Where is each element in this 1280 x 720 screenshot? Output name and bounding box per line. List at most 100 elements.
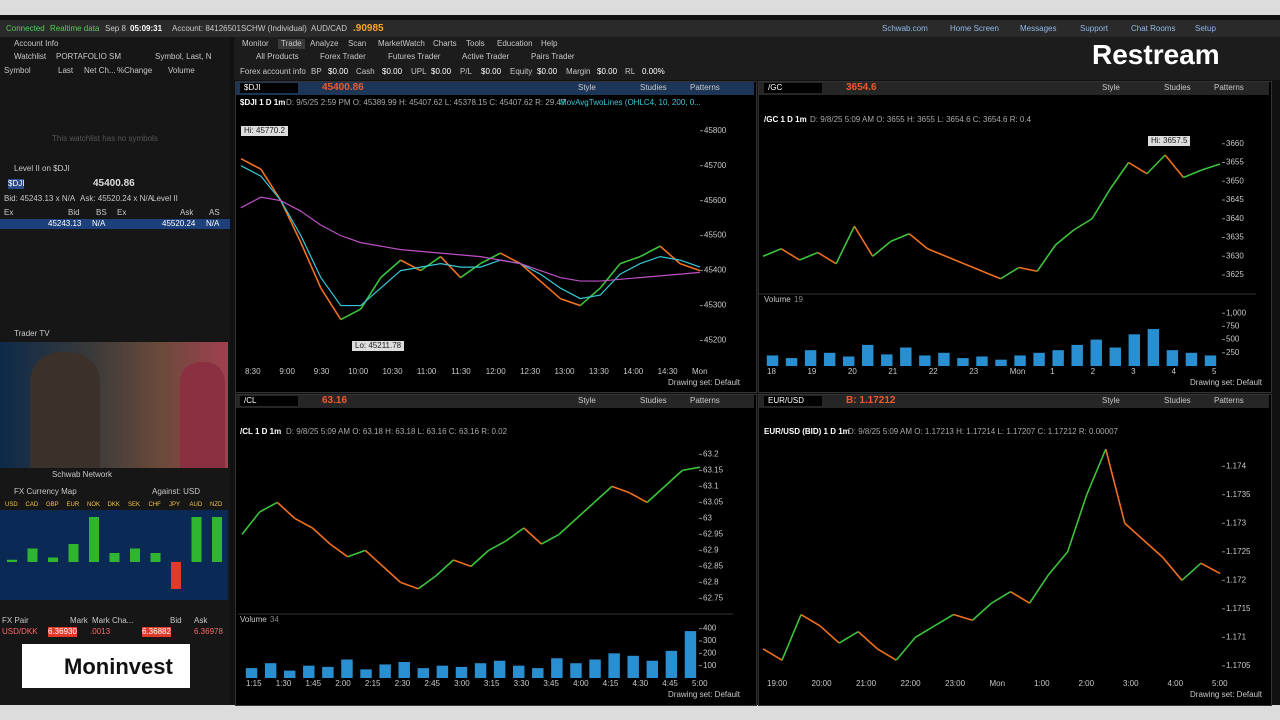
toolbar-button[interactable]: Style bbox=[578, 83, 596, 92]
price-segment bbox=[817, 251, 837, 265]
currency: DKK bbox=[107, 502, 120, 508]
x-tick-label: 3 bbox=[1131, 367, 1136, 376]
x-tick-label: 10:00 bbox=[348, 367, 369, 376]
chart-symbol[interactable]: /GC bbox=[764, 83, 822, 93]
y-tick-label: 45700 bbox=[704, 161, 727, 170]
toolbar-button[interactable]: Style bbox=[1102, 396, 1120, 405]
chart-symbol[interactable]: $DJI bbox=[240, 83, 298, 93]
price-segment bbox=[1104, 448, 1126, 524]
currency: CHF bbox=[148, 502, 161, 508]
chart-panel bbox=[235, 81, 757, 393]
top-link[interactable]: Home Screen bbox=[950, 24, 999, 33]
price-segment bbox=[762, 248, 782, 257]
price-segment bbox=[453, 559, 472, 568]
menu-tab[interactable]: Education bbox=[497, 39, 533, 48]
volume-bar bbox=[957, 358, 969, 366]
status-bar bbox=[0, 20, 1280, 37]
menu-tab[interactable]: Monitor bbox=[242, 39, 269, 48]
cell: 6.36882 bbox=[142, 627, 171, 637]
menu-tab[interactable]: Charts bbox=[433, 39, 457, 48]
sub-tab[interactable]: All Products bbox=[256, 52, 299, 61]
top-link[interactable]: Messages bbox=[1020, 24, 1057, 33]
y-tick-label: 1.174 bbox=[1226, 461, 1247, 470]
sub-tab[interactable]: Futures Trader bbox=[388, 52, 441, 61]
price-segment bbox=[1162, 556, 1183, 581]
price-segment bbox=[876, 648, 897, 661]
chart-symbol[interactable]: /CL bbox=[240, 396, 298, 406]
currency: AUD bbox=[189, 502, 203, 508]
price-segment bbox=[895, 636, 916, 661]
toolbar-button[interactable]: Patterns bbox=[690, 83, 720, 92]
top-link[interactable]: Support bbox=[1080, 24, 1109, 33]
y-tick-label: 63.15 bbox=[703, 466, 724, 475]
price-segment bbox=[259, 501, 278, 513]
sub-tab[interactable]: Pairs Trader bbox=[531, 52, 575, 61]
column-header: Net Ch... bbox=[84, 66, 116, 75]
toolbar-button[interactable]: Style bbox=[1102, 83, 1120, 92]
cell: 45520.24 bbox=[162, 219, 196, 228]
price-segment bbox=[420, 255, 442, 272]
y-tick-label: 3655 bbox=[1226, 158, 1244, 167]
x-tick-label: 18 bbox=[767, 367, 776, 376]
y-tick-label: 3640 bbox=[1226, 214, 1244, 223]
x-tick-label: 3:00 bbox=[1123, 679, 1139, 688]
chart-info: D: 9/8/25 5:09 AM O: 3655 H: 3655 L: 365… bbox=[810, 115, 1032, 124]
account-field: P/L bbox=[460, 67, 473, 76]
toolbar-button[interactable]: Studies bbox=[640, 83, 667, 92]
video-person bbox=[180, 362, 225, 468]
y-tick-label: 3635 bbox=[1226, 233, 1244, 242]
price-segment bbox=[311, 527, 331, 545]
volume-bar bbox=[1033, 352, 1045, 366]
account-field: Forex account info bbox=[240, 67, 306, 76]
price-segment bbox=[945, 255, 965, 265]
volume-bar bbox=[455, 666, 468, 678]
price-segment bbox=[914, 625, 935, 639]
y-tick-label: 45800 bbox=[704, 126, 727, 135]
toolbar-button[interactable]: Studies bbox=[1164, 83, 1191, 92]
fx-bar bbox=[27, 548, 38, 562]
fx-bar bbox=[191, 517, 202, 562]
toolbar-button[interactable]: Patterns bbox=[690, 396, 720, 405]
watchlist-name[interactable]: PORTAFOLIO SM bbox=[56, 52, 122, 61]
volume-bar bbox=[1071, 344, 1083, 366]
price-segment bbox=[1181, 562, 1202, 581]
toolbar-button[interactable]: Studies bbox=[1164, 396, 1191, 405]
x-tick-label: 20:00 bbox=[811, 679, 832, 688]
top-link[interactable]: Chat Rooms bbox=[1131, 24, 1176, 33]
menu-tab[interactable]: MarketWatch bbox=[378, 39, 425, 48]
x-tick-label: 4:30 bbox=[632, 679, 649, 688]
top-link[interactable]: Setup bbox=[1195, 24, 1216, 33]
price-segment bbox=[505, 527, 525, 542]
x-tick-label: 5:00 bbox=[692, 679, 708, 688]
x-tick-label: Mon bbox=[1009, 367, 1026, 376]
menu-tab[interactable]: Scan bbox=[348, 39, 367, 48]
chart-symbol[interactable]: EUR/USD bbox=[764, 396, 822, 406]
toolbar-button[interactable]: Studies bbox=[640, 396, 667, 405]
menu-tab[interactable]: Trade bbox=[278, 39, 305, 49]
x-tick-label: 2:30 bbox=[394, 679, 411, 688]
x-tick-label: 13:30 bbox=[588, 367, 609, 376]
top-link[interactable]: Schwab.com bbox=[882, 24, 928, 33]
x-tick-label: 4 bbox=[1171, 367, 1176, 376]
time: 05:09:31 bbox=[130, 24, 163, 33]
price: 45400.86 bbox=[93, 178, 135, 189]
toolbar-button[interactable]: Patterns bbox=[1214, 83, 1244, 92]
x-tick-label: 11:30 bbox=[451, 367, 471, 376]
account-field: $0.00 bbox=[328, 67, 349, 76]
toolbar-button[interactable]: Style bbox=[578, 396, 596, 405]
price-segment bbox=[241, 511, 261, 535]
menu-tab[interactable]: Analyze bbox=[310, 39, 339, 48]
toolbar-button[interactable]: Patterns bbox=[1214, 396, 1244, 405]
price-segment bbox=[639, 245, 661, 258]
x-tick-label: 4:00 bbox=[573, 679, 589, 688]
price-segment bbox=[1143, 539, 1164, 559]
channel: Schwab Network bbox=[52, 470, 113, 479]
menu-tab[interactable]: Help bbox=[541, 39, 558, 48]
y-tick-label: 1.1705 bbox=[1226, 661, 1251, 670]
brand: Moninvest bbox=[64, 654, 173, 679]
sub-tab[interactable]: Active Trader bbox=[462, 52, 510, 61]
price-segment bbox=[1085, 448, 1107, 496]
x-tick-label: 21:00 bbox=[856, 679, 877, 688]
menu-tab[interactable]: Tools bbox=[466, 39, 485, 48]
sub-tab[interactable]: Forex Trader bbox=[320, 52, 366, 61]
